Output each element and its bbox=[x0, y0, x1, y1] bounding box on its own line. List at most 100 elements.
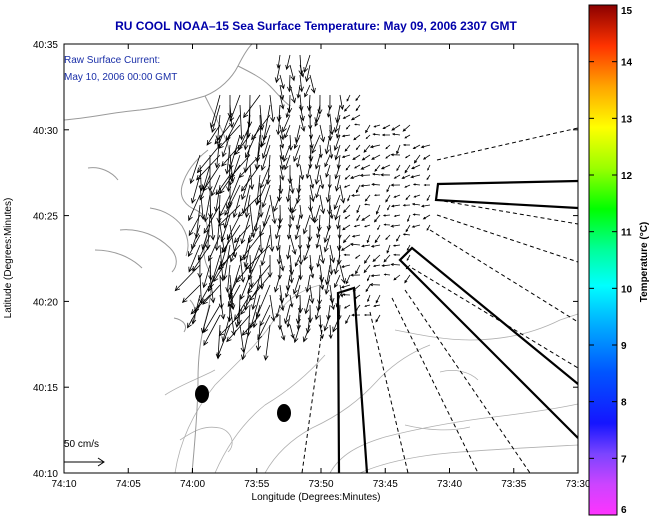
current-vector bbox=[215, 174, 231, 196]
current-vector bbox=[203, 194, 211, 223]
current-vector bbox=[354, 123, 361, 126]
current-date: May 10, 2006 00:00 GMT bbox=[64, 72, 177, 83]
current-vector bbox=[296, 84, 301, 99]
figure-title: RU COOL NOAA–15 Sea Surface Temperature:… bbox=[115, 19, 517, 33]
current-vector bbox=[393, 214, 401, 217]
x-tick-label: 74:00 bbox=[180, 479, 205, 490]
current-vector bbox=[344, 174, 351, 180]
current-vector bbox=[393, 253, 401, 257]
current-vector bbox=[289, 84, 296, 104]
current-vector bbox=[285, 54, 291, 71]
current-vector bbox=[336, 234, 342, 252]
current-vector bbox=[350, 114, 361, 121]
current-vector bbox=[241, 174, 251, 201]
current-vector bbox=[349, 273, 361, 277]
x-tick-label: 74:10 bbox=[51, 479, 76, 490]
current-vector bbox=[276, 104, 282, 123]
current-vector bbox=[314, 114, 321, 127]
current-vector bbox=[339, 264, 346, 284]
colorbar-tick-label: 12 bbox=[621, 171, 633, 182]
current-vector bbox=[269, 294, 276, 322]
current-vector bbox=[214, 124, 231, 145]
map-layer bbox=[64, 44, 578, 473]
current-vector bbox=[275, 234, 281, 252]
colorbar-tick-label: 14 bbox=[621, 58, 633, 69]
current-vector bbox=[288, 264, 294, 284]
current-vector bbox=[319, 324, 324, 340]
x-tick-label: 74:05 bbox=[116, 479, 141, 490]
y-tick-label: 40:25 bbox=[33, 212, 58, 223]
current-vector bbox=[371, 154, 381, 160]
current-vector bbox=[276, 114, 282, 136]
current-vector bbox=[233, 224, 251, 244]
current-vector bbox=[319, 244, 325, 265]
current-vector bbox=[289, 204, 295, 222]
current-vector bbox=[396, 234, 401, 242]
current-vector bbox=[333, 194, 341, 211]
current-vector bbox=[352, 154, 361, 160]
current-vector bbox=[365, 134, 371, 140]
current-vector bbox=[353, 164, 361, 169]
colorbar-ticks: 15 14 13 12 11 10 9 8 7 6 bbox=[589, 4, 633, 516]
current-vector bbox=[360, 184, 371, 188]
current-vector bbox=[287, 194, 293, 213]
current-vector bbox=[277, 314, 283, 331]
current-vector bbox=[390, 204, 401, 208]
current-vector bbox=[315, 234, 321, 249]
current-vector bbox=[355, 104, 361, 112]
current-vector bbox=[308, 154, 313, 169]
current-vector bbox=[245, 244, 271, 270]
current-vector bbox=[203, 204, 221, 234]
y-axis-label: Latitude (Degrees:Minutes) bbox=[3, 198, 14, 319]
current-vector bbox=[232, 194, 241, 219]
current-vector bbox=[196, 144, 221, 174]
current-vector bbox=[287, 165, 293, 185]
current-vector bbox=[238, 104, 245, 141]
current-vector bbox=[359, 173, 371, 177]
current-vector bbox=[328, 254, 334, 276]
current-vector bbox=[334, 174, 341, 192]
current-vector bbox=[375, 204, 381, 215]
current-vector bbox=[391, 133, 401, 136]
current-vector bbox=[420, 204, 431, 208]
current-vector bbox=[341, 154, 351, 158]
current-vector bbox=[381, 133, 390, 137]
current-vector bbox=[412, 213, 421, 216]
current-vector bbox=[227, 284, 241, 308]
current-vector bbox=[306, 94, 312, 112]
current-vector bbox=[218, 124, 241, 149]
current-vector bbox=[412, 144, 421, 150]
current-vector bbox=[248, 214, 261, 244]
current-vector bbox=[402, 143, 411, 147]
current-vector bbox=[208, 234, 221, 262]
current-vector bbox=[303, 244, 311, 262]
current-vector bbox=[344, 144, 351, 152]
current-vector bbox=[314, 304, 321, 321]
current-vector bbox=[343, 253, 351, 256]
current-vector bbox=[350, 174, 361, 179]
x-tick-label: 73:55 bbox=[244, 479, 269, 490]
current-vector bbox=[372, 254, 381, 263]
current-vector bbox=[302, 214, 311, 235]
current-vector bbox=[251, 114, 271, 141]
x-axis-label: Longitude (Degrees:Minutes) bbox=[252, 492, 381, 503]
current-vector bbox=[273, 194, 281, 213]
current-vector bbox=[319, 274, 325, 291]
current-vector bbox=[291, 194, 301, 214]
current-vector bbox=[355, 144, 361, 151]
current-vector bbox=[313, 204, 321, 224]
current-vector bbox=[327, 124, 333, 142]
current-vector bbox=[257, 314, 271, 341]
current-vector bbox=[298, 244, 304, 266]
current-vector bbox=[289, 294, 294, 308]
radar-beams bbox=[301, 127, 578, 473]
current-vector bbox=[386, 244, 391, 254]
current-vector bbox=[342, 224, 351, 231]
current-vector bbox=[422, 154, 431, 160]
current-vector bbox=[386, 184, 391, 193]
current-vector bbox=[229, 104, 235, 129]
current-vector bbox=[316, 224, 321, 239]
current-vector bbox=[245, 124, 261, 159]
radar-beam-outlines bbox=[336, 179, 578, 473]
current-vector bbox=[279, 124, 285, 141]
